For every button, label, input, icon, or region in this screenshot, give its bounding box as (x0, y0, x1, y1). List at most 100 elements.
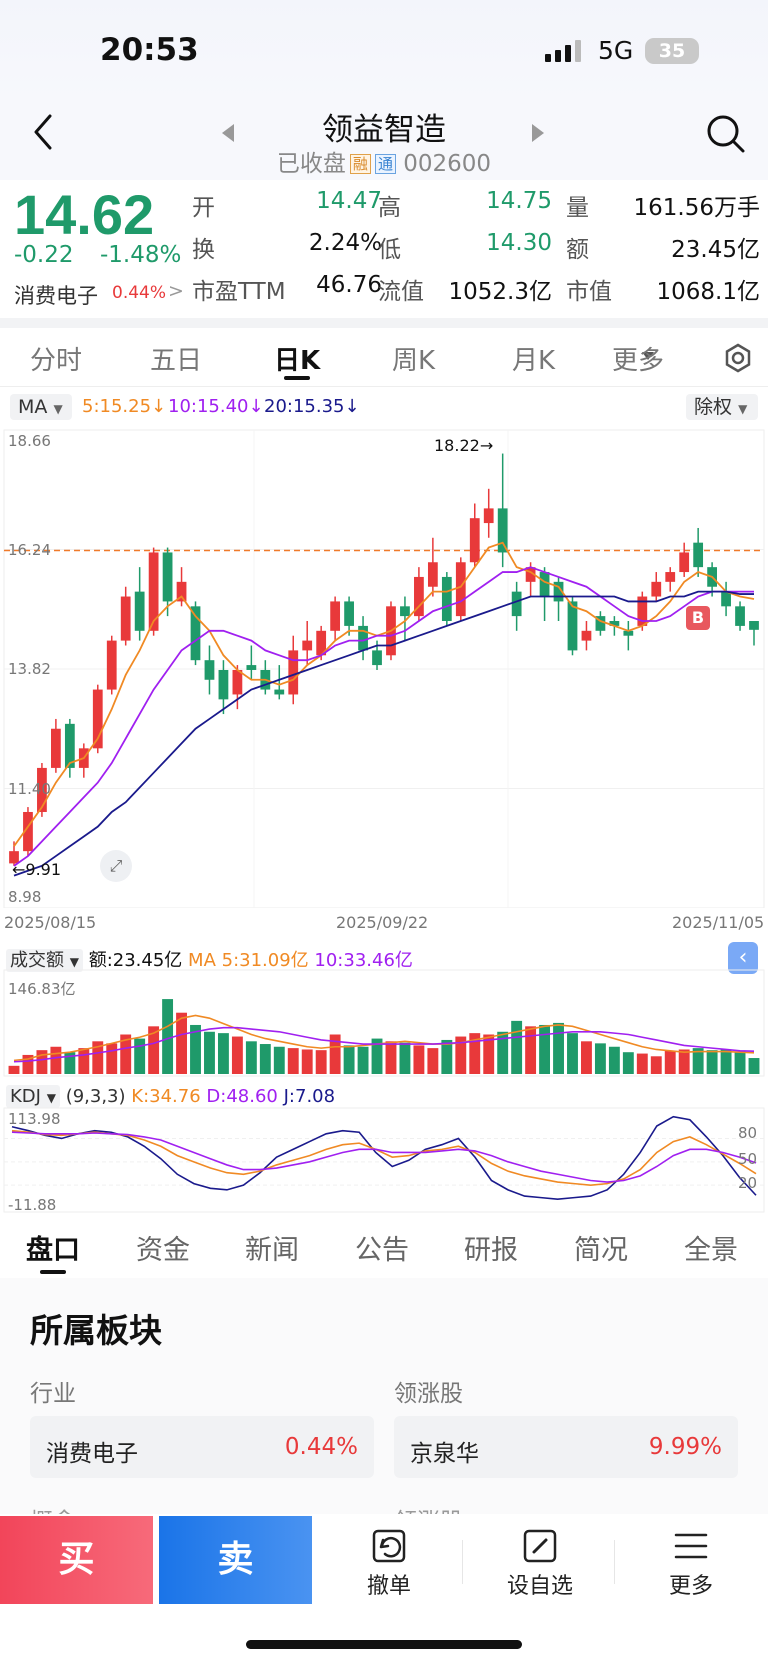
sell-button[interactable]: 卖 (159, 1516, 312, 1604)
x-date-label: 2025/08/15 (4, 913, 97, 932)
buy-signal-badge[interactable]: B (686, 606, 710, 630)
ma20-value: 20:15.35 (264, 396, 345, 417)
detail-tab-1[interactable]: 资金 (136, 1235, 190, 1266)
add-watchlist-button[interactable]: 设自选 (506, 1574, 573, 1599)
undo-icon[interactable] (371, 1528, 407, 1564)
prev-stock-icon[interactable] (222, 124, 234, 142)
candle (78, 743, 89, 778)
cancel-order-button[interactable]: 撤单 (366, 1574, 411, 1599)
industry-card[interactable] (30, 1416, 374, 1478)
adjust-select[interactable]: 除权 ▼ (686, 394, 758, 420)
tab-3[interactable]: 周K (392, 346, 436, 376)
settings-icon[interactable] (722, 342, 754, 374)
volume-bar (148, 1026, 160, 1074)
volume-bar (413, 1045, 425, 1074)
detail-tab-0[interactable]: 盘口 (26, 1235, 80, 1266)
candle (511, 581, 522, 631)
volume-bar (706, 1050, 718, 1074)
edit-icon[interactable] (522, 1528, 558, 1564)
volume-legend: 成交额 ▼ 额:23.45亿 MA 5:31.09亿 10:33.46亿 (6, 946, 413, 972)
candle (483, 488, 494, 538)
candle (92, 684, 103, 754)
candle (595, 611, 606, 636)
leader-pct: 9.99% (648, 1434, 722, 1460)
volume-indicator-select[interactable]: 成交额 ▼ (6, 949, 83, 972)
tab-2[interactable]: 日K (274, 346, 321, 376)
tab-4[interactable]: 月K (512, 346, 556, 376)
kdj-params: (9,3,3) (65, 1086, 126, 1107)
candle (176, 567, 187, 607)
volume-bar (553, 1022, 564, 1074)
stat-value: 1052.3亿 (448, 279, 552, 305)
sector-pct[interactable]: 0.44% (112, 283, 167, 303)
stat-label: 额 (566, 237, 589, 263)
volume-bar (441, 1039, 453, 1074)
stat-value: 161.56万手 (633, 195, 760, 221)
detail-tab-2[interactable]: 新闻 (245, 1235, 299, 1266)
indicator-select[interactable]: MA ▼ (10, 394, 72, 420)
back-icon[interactable] (30, 112, 54, 152)
fullscreen-icon[interactable]: ⤢ (100, 850, 132, 882)
candle (497, 453, 508, 568)
chevron-down-icon[interactable] (640, 350, 656, 362)
stat-value: 14.47 (316, 188, 382, 214)
volume-bar (664, 1050, 676, 1074)
y-tick-label: 13.82 (8, 660, 51, 678)
menu-icon[interactable] (673, 1528, 709, 1564)
tab-1[interactable]: 五日 (150, 346, 203, 376)
tab-0[interactable]: 分时 (30, 346, 83, 376)
kdj-select[interactable]: KDJ ▼ (6, 1085, 60, 1108)
detail-tab-5[interactable]: 简况 (574, 1235, 628, 1266)
volume-bar (497, 1031, 509, 1074)
stock-name: 领益智造 (322, 112, 446, 148)
ma5-line (13, 541, 755, 847)
kdj-d: D:48.60 (206, 1086, 278, 1107)
volume-ma10-line (13, 1026, 755, 1063)
expand-icon[interactable]: ‹ (728, 942, 758, 974)
detail-tab-6[interactable]: 全景 (684, 1235, 738, 1266)
volume-max-label: 146.83亿 (8, 980, 76, 998)
candle (455, 557, 466, 622)
ma5-value: 5:15.25 (82, 396, 152, 417)
chevron-right-icon[interactable]: > (168, 280, 184, 302)
search-icon[interactable] (706, 114, 746, 154)
detail-tab-3[interactable]: 公告 (355, 1235, 409, 1266)
tab-5[interactable]: 更多 (612, 346, 665, 376)
stat-value: 46.76 (316, 272, 382, 298)
candle (23, 807, 33, 857)
candle (469, 503, 480, 568)
volume-bar (301, 1049, 313, 1074)
kline-chart[interactable] (0, 428, 768, 908)
ma10-line (13, 566, 754, 867)
candle (218, 660, 229, 715)
kdj-level-label: 20 (738, 1174, 758, 1192)
volume-chart[interactable] (0, 968, 768, 1080)
stat-label: 市盈TTM (192, 279, 286, 305)
kdj-j: J:7.08 (283, 1086, 336, 1107)
divider (462, 1540, 463, 1584)
kdj-title: KDJ (10, 1086, 41, 1107)
y-tick-label: 11.40 (8, 780, 51, 798)
stat-value: 14.30 (486, 230, 552, 256)
more-button[interactable]: 更多 (668, 1574, 713, 1599)
volume-bar (622, 1052, 634, 1074)
industry-label: 行业 (30, 1381, 76, 1407)
volume-ma10: 10:33.46亿 (314, 950, 413, 971)
leader-card[interactable] (394, 1416, 738, 1478)
stat-label: 高 (378, 195, 401, 221)
sector-name[interactable]: 消费电子 (14, 284, 98, 308)
candle (51, 718, 61, 773)
kdj-chart[interactable] (0, 1106, 768, 1214)
candle (581, 621, 592, 651)
candle (637, 591, 648, 631)
volume-bar (581, 1041, 592, 1074)
volume-bar (78, 1048, 90, 1074)
tab-underline (40, 1270, 66, 1274)
volume-bar (734, 1051, 746, 1074)
detail-tab-4[interactable]: 研报 (464, 1235, 518, 1266)
buy-button[interactable]: 买 (0, 1516, 153, 1604)
kdj-k-line (11, 1129, 757, 1186)
x-date-label: 2025/11/05 (672, 913, 765, 932)
next-stock-icon[interactable] (532, 124, 544, 142)
volume-bar (399, 1042, 411, 1074)
